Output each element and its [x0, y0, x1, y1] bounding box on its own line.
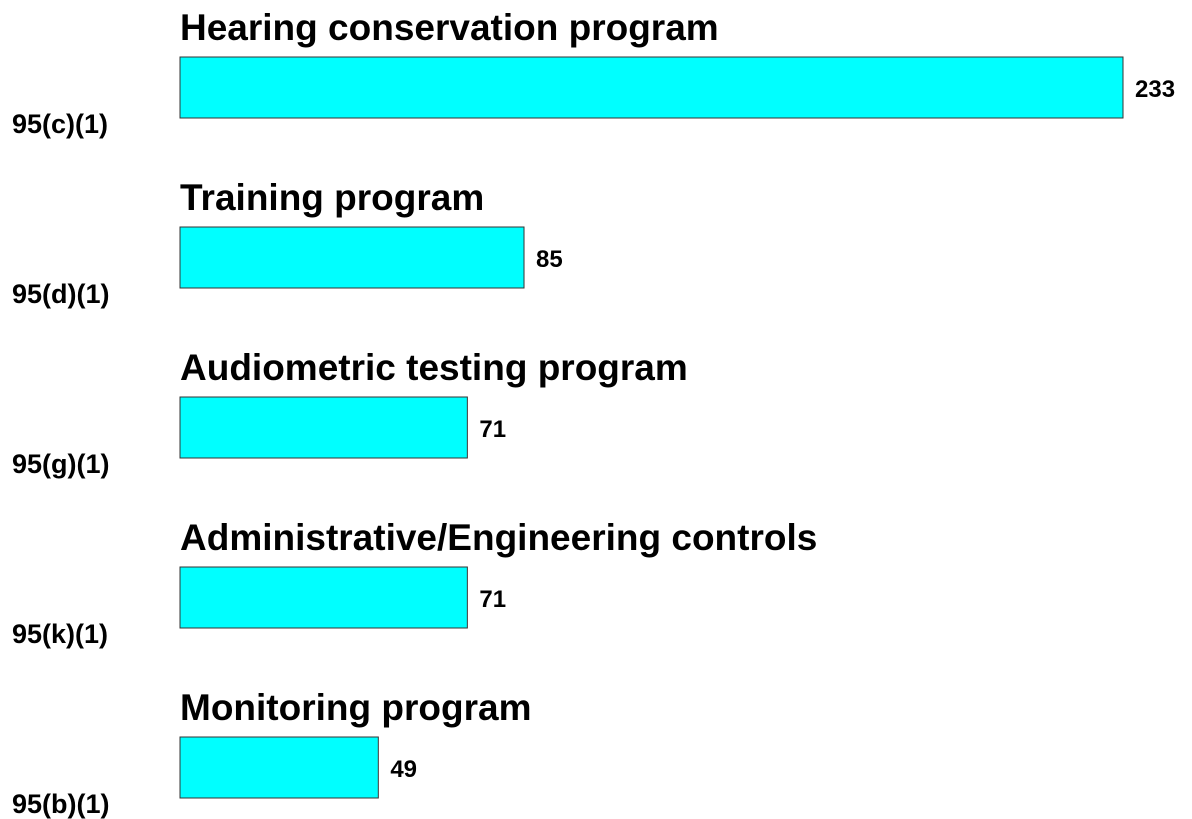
bar	[179, 736, 379, 799]
bar-description: Administrative/Engineering controls	[180, 517, 817, 558]
bar	[179, 56, 1124, 119]
value-label: 71	[479, 586, 506, 613]
category-label: 95(c)(1)	[12, 109, 108, 139]
bar	[179, 396, 468, 459]
bar-description: Hearing conservation program	[180, 7, 719, 48]
value-label: 85	[536, 246, 563, 273]
bar-description: Training program	[180, 177, 484, 218]
category-label: 95(g)(1)	[12, 449, 110, 479]
bar	[179, 226, 525, 289]
value-label: 71	[479, 416, 506, 443]
value-label: 49	[390, 756, 417, 783]
bar	[179, 566, 468, 629]
category-label: 95(b)(1)	[12, 789, 110, 819]
bar-description: Audiometric testing program	[180, 347, 688, 388]
value-label: 233	[1135, 76, 1175, 103]
bar-description: Monitoring program	[180, 687, 531, 728]
category-label: 95(k)(1)	[12, 619, 108, 649]
category-label: 95(d)(1)	[12, 279, 110, 309]
